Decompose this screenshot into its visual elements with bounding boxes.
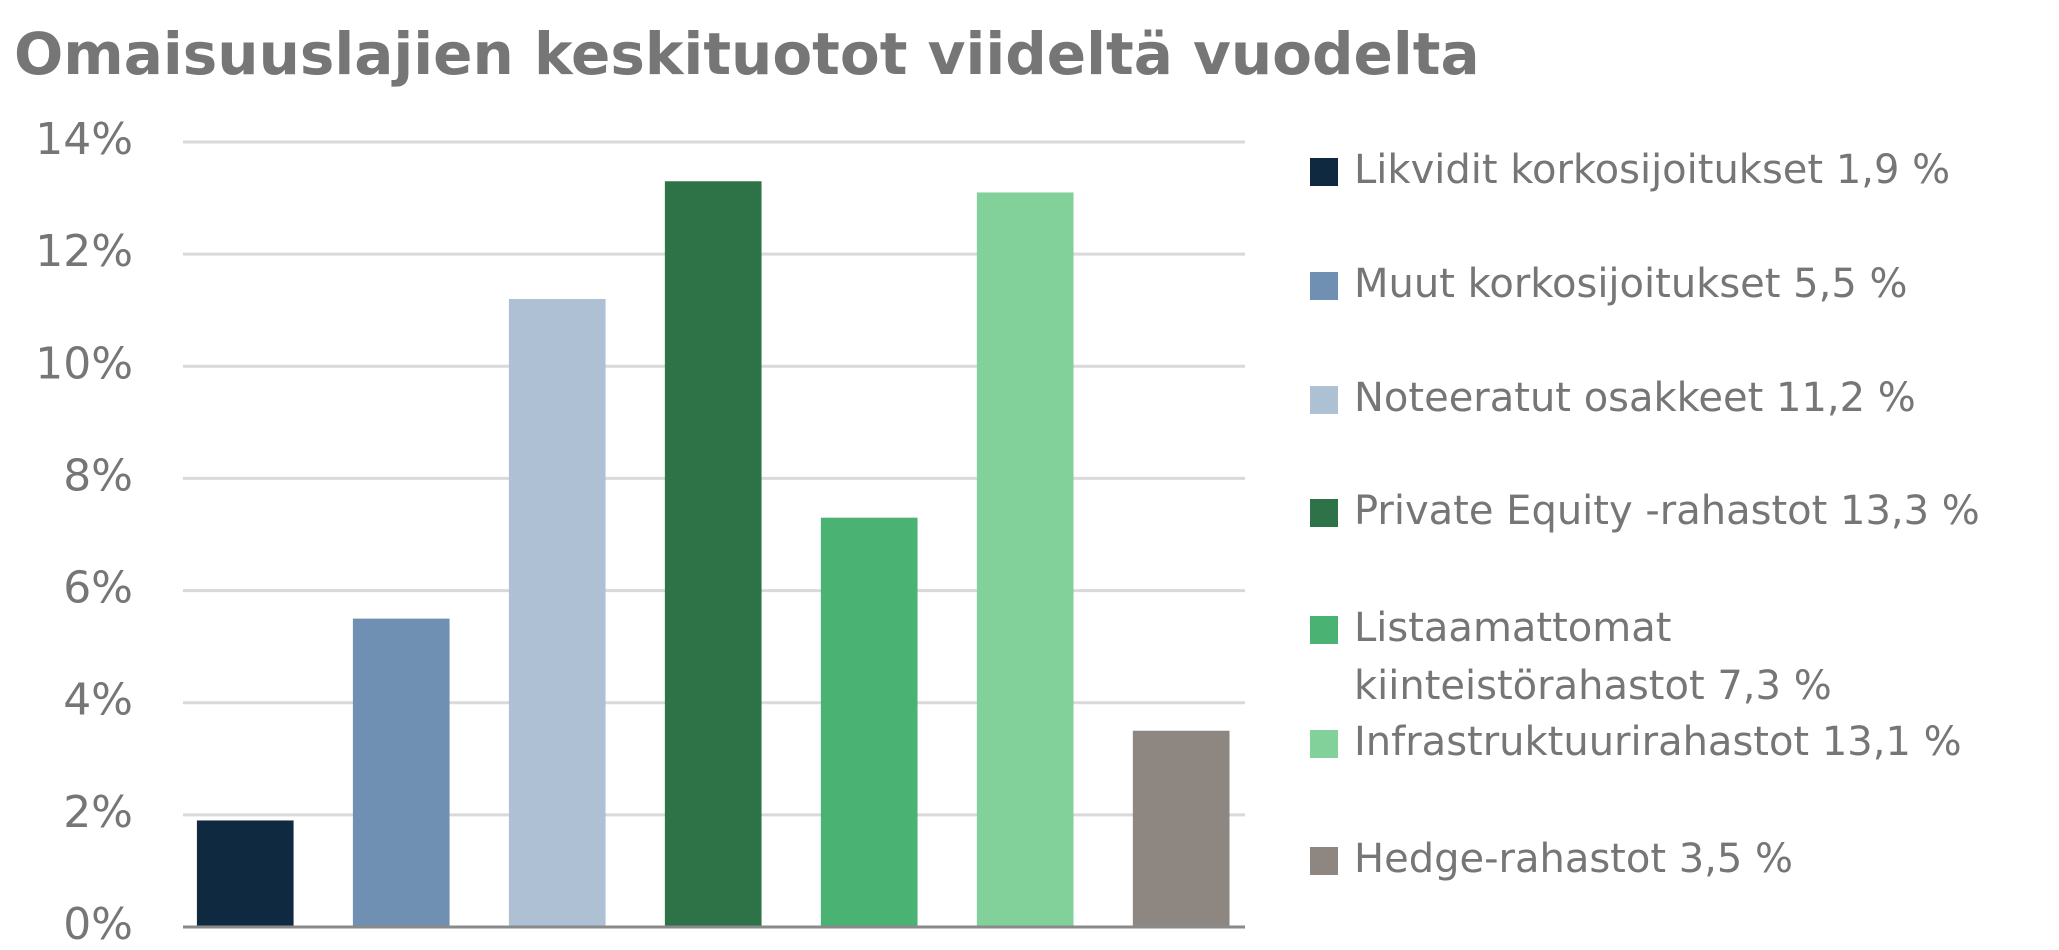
legend-item: Noteeratut osakkeet 11,2 % xyxy=(1310,369,2030,427)
legend-item: Muut korkosijoitukset 5,5 % xyxy=(1310,255,2030,313)
y-tick-label: 2% xyxy=(63,787,133,838)
legend-label: Hedge-rahastot 3,5 % xyxy=(1354,836,1794,882)
chart-title: Omaisuuslajien keskituotot viideltä vuod… xyxy=(14,20,1480,88)
legend-item: Listaamattomat kiinteistörahastot 7,3 % xyxy=(1310,599,2030,715)
bar xyxy=(664,181,762,927)
legend-label: Muut korkosijoitukset 5,5 % xyxy=(1354,261,1908,307)
legend-swatch xyxy=(1310,272,1338,300)
legend: Likvidit korkosijoitukset 1,9 % Muut kork… xyxy=(1310,0,2050,950)
y-tick-label: 14% xyxy=(35,114,133,165)
y-tick-label: 6% xyxy=(63,563,133,614)
legend-swatch xyxy=(1310,386,1338,414)
legend-label: Noteeratut osakkeet 11,2 % xyxy=(1354,375,1916,421)
legend-label: Private Equity -rahastot 13,3 % xyxy=(1354,488,1980,534)
bar xyxy=(196,820,294,927)
bar xyxy=(820,517,918,927)
y-tick-label: 0% xyxy=(63,899,133,950)
legend-item: Likvidit korkosijoitukset 1,9 % xyxy=(1310,141,2030,199)
legend-swatch xyxy=(1310,730,1338,758)
bar xyxy=(976,192,1074,927)
legend-label: Infrastruktuurirahastot 13,1 % xyxy=(1354,719,1962,765)
legend-label: Likvidit korkosijoitukset 1,9 % xyxy=(1354,147,1951,193)
bar xyxy=(508,299,606,927)
legend-item: Private Equity -rahastot 13,3 % xyxy=(1310,482,2030,540)
legend-label: Listaamattomat kiinteistörahastot 7,3 % xyxy=(1354,605,1832,709)
y-tick-label: 8% xyxy=(63,450,133,501)
bar xyxy=(352,618,450,927)
legend-item: Hedge-rahastot 3,5 % xyxy=(1310,830,2030,888)
y-tick-label: 10% xyxy=(35,338,133,389)
legend-item: Infrastruktuurirahastot 13,1 % xyxy=(1310,713,2030,771)
legend-swatch xyxy=(1310,616,1338,644)
y-tick-label: 4% xyxy=(63,675,133,726)
legend-swatch xyxy=(1310,499,1338,527)
bar xyxy=(1132,730,1230,927)
legend-swatch xyxy=(1310,158,1338,186)
y-tick-label: 12% xyxy=(35,226,133,277)
legend-swatch xyxy=(1310,847,1338,875)
